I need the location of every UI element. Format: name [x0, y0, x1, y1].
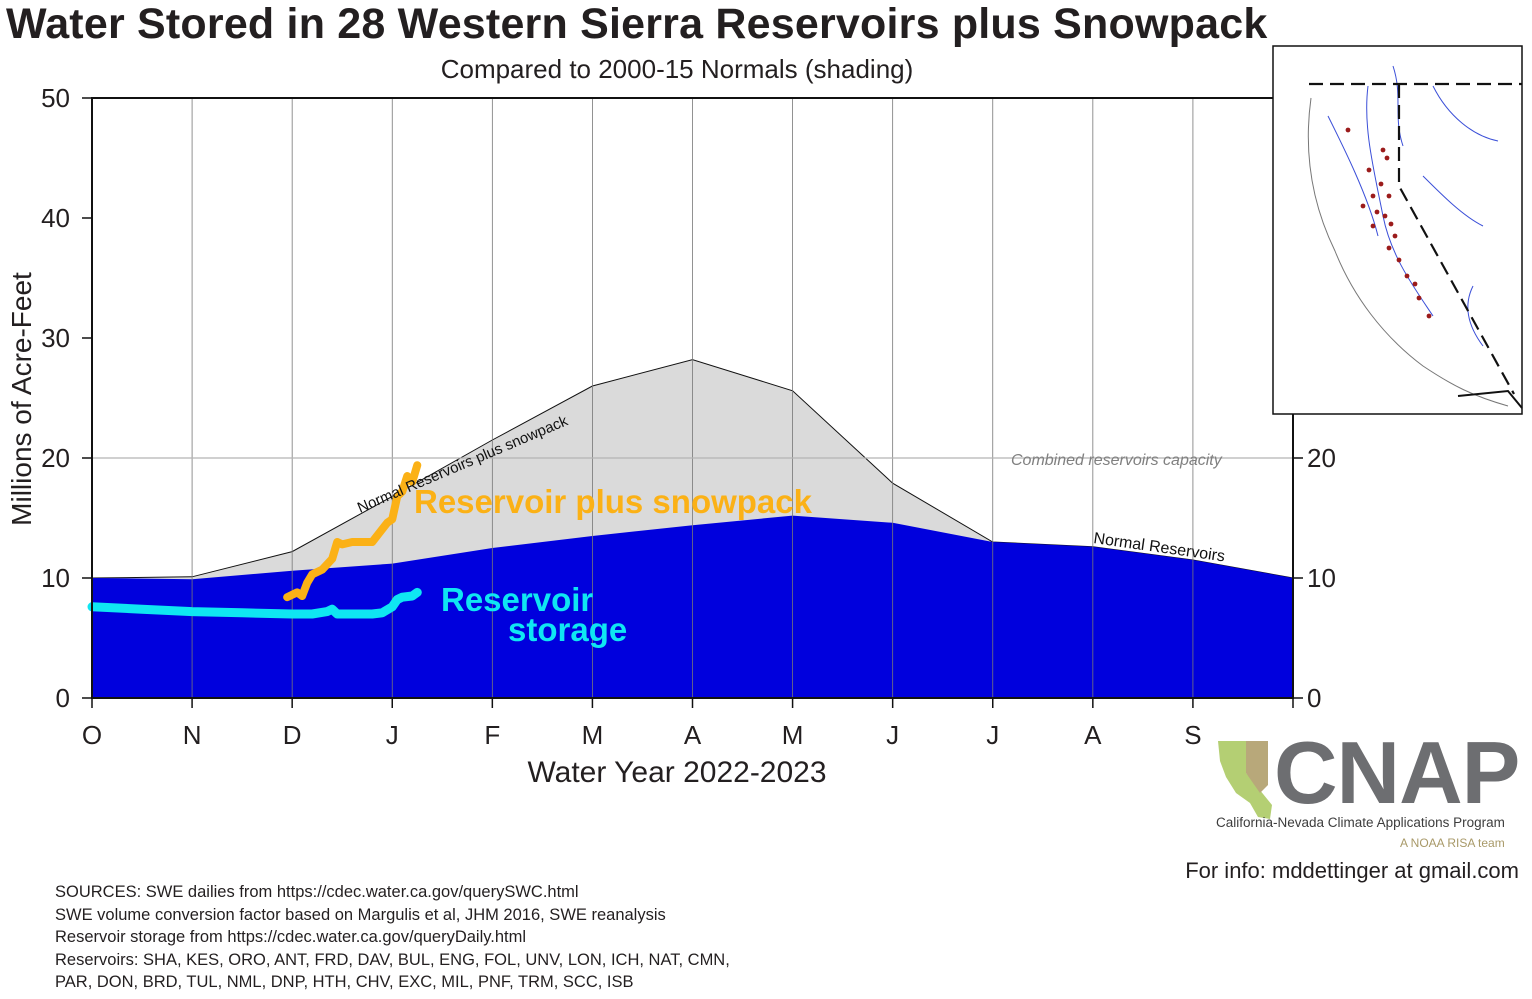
reservoir-dot [1345, 127, 1351, 133]
source-line: Reservoir storage from https://cdec.wate… [55, 928, 527, 946]
source-line: PAR, DON, BRD, TUL, NML, DNP, HTH, CHV, … [55, 973, 634, 991]
x-tick-label: F [484, 720, 500, 750]
x-tick-label: O [82, 720, 102, 750]
source-line: Reservoirs: SHA, KES, ORO, ANT, FRD, DAV… [55, 950, 730, 969]
reservoir-dot [1384, 155, 1390, 161]
y-tick-label: 0 [56, 683, 70, 713]
reservoir-dot [1360, 203, 1366, 209]
x-tick-label: J [886, 720, 899, 750]
source-line: SOURCES: SWE dailies from https://cdec.w… [55, 883, 579, 901]
reservoir-plus-snowpack-label: Reservoir plus snowpack [414, 483, 813, 520]
x-tick-label: S [1184, 720, 1201, 750]
reservoir-dot [1392, 233, 1398, 239]
reservoir-dot [1370, 193, 1376, 199]
cnap-logo-tagline: A NOAA RISA team [1400, 836, 1505, 850]
reservoir-dot [1382, 213, 1388, 219]
sources-block: SOURCES: SWE dailies from https://cdec.w… [55, 881, 730, 994]
reservoir-dot [1404, 273, 1410, 279]
source-line: SWE volume conversion factor based on Ma… [55, 905, 666, 924]
reservoir-dot [1370, 223, 1376, 229]
x-tick-label: A [1084, 720, 1102, 750]
cnap-logo-text: CNAP [1274, 723, 1520, 822]
reservoir-dot [1366, 167, 1372, 173]
right-y-tick-label: 0 [1307, 683, 1321, 713]
border-line [1457, 389, 1523, 409]
reservoir-dot [1386, 245, 1392, 251]
river-line [1327, 115, 1379, 237]
reservoir-dot [1426, 313, 1432, 319]
reservoir-dot [1378, 181, 1384, 187]
contact-info: For info: mddettinger at gmail.com [1185, 858, 1519, 883]
chart-subtitle: Compared to 2000-15 Normals (shading) [440, 54, 914, 84]
state-border-dashed [1309, 82, 1522, 395]
map-frame [1272, 45, 1523, 415]
reservoir-dot [1396, 257, 1402, 263]
locator-map [1272, 45, 1523, 415]
right-y-tick-label: 20 [1307, 443, 1336, 473]
river-line [1467, 285, 1484, 347]
river-line [1422, 175, 1484, 227]
y-tick-label: 20 [41, 443, 70, 473]
x-tick-label: J [386, 720, 399, 750]
reservoir-dot [1374, 209, 1380, 215]
x-tick-label: J [986, 720, 999, 750]
x-axis-label: Water Year 2022-2023 [527, 756, 827, 789]
x-tick-label: A [684, 720, 702, 750]
y-tick-label: 50 [41, 83, 70, 113]
x-tick-label: M [782, 720, 804, 750]
river-line [1432, 85, 1499, 142]
reservoir-dot [1380, 147, 1386, 153]
y-tick-label: 40 [41, 203, 70, 233]
reservoir-plus-snowpack-line [283, 461, 422, 602]
reservoir-storage-label-line1: Reservoir [441, 581, 593, 618]
y-tick-label: 30 [41, 323, 70, 353]
reservoir-dot [1412, 281, 1418, 287]
reservoir-storage-line [87, 587, 422, 619]
series-lines-layer [87, 461, 422, 619]
x-tick-label: N [183, 720, 202, 750]
x-tick-label: D [283, 720, 302, 750]
reservoir-dot [1388, 221, 1394, 227]
capacity-annotation: Combined reservoirs capacity [1011, 452, 1223, 469]
y-tick-label: 10 [41, 563, 70, 593]
coastline-outline [1307, 97, 1509, 407]
cnap-logo-subtitle: California-Nevada Climate Applications P… [1216, 815, 1505, 830]
right-y-tick-label: 10 [1307, 563, 1336, 593]
chart-title: Water Stored in 28 Western Sierra Reserv… [6, 0, 1268, 48]
cnap-map-logo-icon [1218, 741, 1272, 819]
reservoir-dot [1386, 193, 1392, 199]
x-tick-label: M [582, 720, 604, 750]
y-axis-label: Millions of Acre-Feet [6, 272, 37, 526]
reservoir-dot [1416, 295, 1422, 301]
reservoir-storage-label-line2: storage [508, 611, 627, 648]
